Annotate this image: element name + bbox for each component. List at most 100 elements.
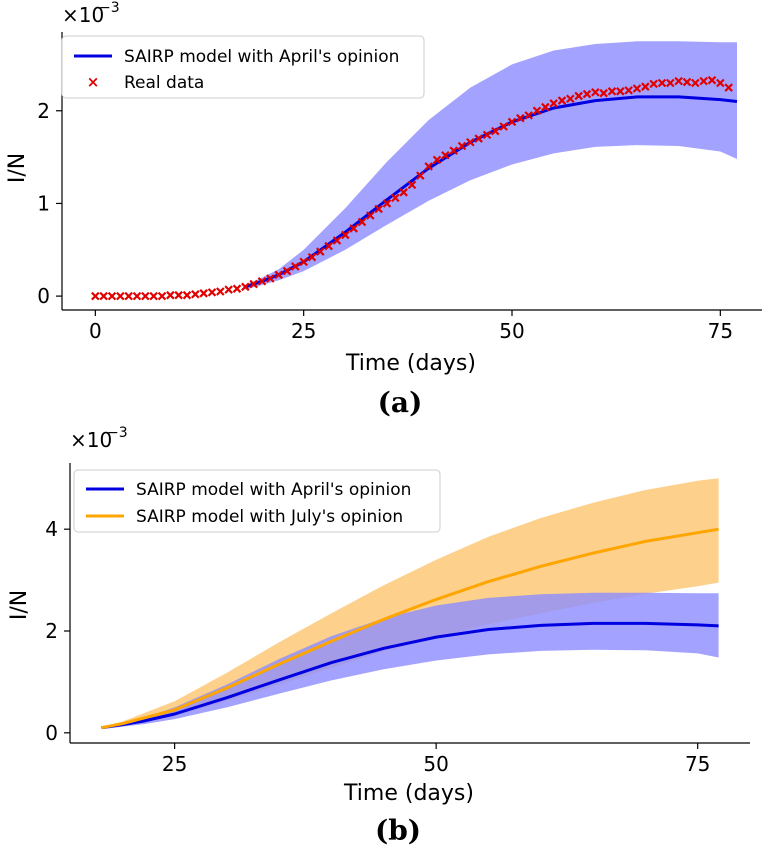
panel-a-data-point bbox=[132, 291, 142, 301]
panel-a-data-point bbox=[632, 84, 642, 93]
panel-a-data-point bbox=[382, 199, 392, 208]
panel-a-data-point bbox=[691, 78, 700, 88]
panel-a-data-point bbox=[607, 87, 617, 96]
panel-a: ×10 −3 0 25 50 75 0 1 2 Time (days) I/N (a) SA… bbox=[5, 0, 762, 419]
panel-a-y-axis-label: I/N bbox=[5, 153, 30, 183]
panel-b-y-multiplier-exponent: −3 bbox=[107, 425, 128, 441]
panel-a-data-point bbox=[282, 266, 292, 276]
panel-a-data-point bbox=[257, 276, 267, 286]
panel-a-data-point bbox=[482, 130, 492, 140]
panel-a-legend-marker-real: × bbox=[87, 73, 100, 91]
panel-a-data-point bbox=[591, 87, 600, 97]
panel-a-data-point bbox=[716, 78, 725, 88]
panel-a-data-point bbox=[399, 188, 408, 197]
panel-b-x-tick-label: 75 bbox=[685, 752, 710, 776]
panel-a-data-point bbox=[249, 279, 258, 289]
panel-a-data-point bbox=[474, 134, 483, 143]
panel-a-data-point bbox=[432, 155, 442, 165]
panel-b-x-axis-label: Time (days) bbox=[343, 781, 474, 806]
panel-b: ×10 −3 25 50 75 0 2 4 Time (days) I/N (b) SAI… bbox=[7, 425, 750, 847]
panel-a-data-point bbox=[641, 82, 650, 91]
panel-a-data-point bbox=[624, 86, 633, 95]
panel-a-data-point bbox=[216, 287, 225, 296]
panel-b-x-tick-label: 50 bbox=[423, 752, 448, 776]
panel-a-data-point bbox=[466, 137, 475, 147]
panel-a-data-point bbox=[549, 99, 558, 108]
panel-a-data-point bbox=[357, 217, 367, 227]
panel-a-data-point bbox=[491, 126, 500, 136]
panel-a-data-point bbox=[616, 87, 625, 96]
panel-a-legend-box bbox=[61, 35, 425, 99]
panel-a-data-point bbox=[516, 113, 525, 123]
panel-a-data-point bbox=[241, 282, 250, 292]
panel-b-legend-label-april: SAIRP model with April's opinion bbox=[136, 480, 411, 500]
panel-a-data-point bbox=[657, 78, 667, 88]
panel-a-data-point bbox=[207, 288, 217, 297]
panel-b-legend-label-july: SAIRP model with July's opinion bbox=[136, 507, 403, 527]
panel-a-y-multiplier: ×10 bbox=[62, 3, 104, 27]
panel-a-data-point bbox=[599, 88, 608, 98]
panel-a-data-point bbox=[316, 247, 325, 256]
panel-a-legend-label-april: SAIRP model with April's opinion bbox=[124, 47, 399, 67]
panel-a-x-tick-label: 0 bbox=[89, 319, 102, 343]
panel-a-data-point bbox=[232, 284, 242, 293]
panel-b-plot-area: 25 50 75 0 2 4 bbox=[45, 463, 750, 776]
panel-a-data-point bbox=[557, 96, 567, 105]
panel-a-y-tick-label: 1 bbox=[37, 191, 50, 215]
panel-a-data-point bbox=[332, 236, 342, 245]
panel-a-x-tick-label: 25 bbox=[291, 319, 316, 343]
panel-a-legend: SAIRP model with April's opinion × Real … bbox=[61, 35, 425, 99]
panel-a-data-point bbox=[524, 111, 533, 120]
panel-a-x-tick-label: 50 bbox=[499, 319, 524, 343]
panel-a-data-point bbox=[682, 77, 692, 87]
panel-a-x-axis-label: Time (days) bbox=[345, 351, 476, 376]
panel-b-band-0 bbox=[101, 478, 719, 729]
panel-b-y-axis-label: I/N bbox=[7, 590, 32, 620]
panel-a-data-point bbox=[566, 94, 575, 103]
panel-a-data-point bbox=[91, 291, 100, 301]
panel-b-x-tick-label: 25 bbox=[162, 752, 187, 776]
panel-b-legend-box bbox=[73, 469, 441, 533]
panel-a-data-point bbox=[124, 291, 133, 301]
panel-a-data-point bbox=[424, 162, 433, 171]
panel-a-data-point bbox=[182, 290, 192, 300]
panel-b-legend: SAIRP model with April's opinion SAIRP m… bbox=[73, 469, 441, 533]
panel-b-band-1 bbox=[101, 592, 719, 730]
panel-a-data-point bbox=[116, 291, 125, 301]
panel-a-y-multiplier-exponent: −3 bbox=[99, 0, 120, 16]
panel-a-data-point bbox=[449, 146, 458, 155]
panel-b-y-tick-label: 2 bbox=[45, 619, 58, 643]
panel-a-data-point bbox=[224, 285, 233, 294]
panel-a-data-point bbox=[266, 274, 275, 283]
panel-a-data-point bbox=[199, 289, 208, 298]
panel-a-data-point bbox=[191, 289, 200, 299]
panel-a-data-point bbox=[366, 211, 375, 220]
panel-a-data-point bbox=[341, 230, 350, 240]
panel-a-data-point bbox=[324, 241, 333, 251]
panel-a-y-tick-label: 0 bbox=[37, 284, 50, 308]
panel-a-data-point bbox=[274, 270, 283, 280]
panel-a-data-point bbox=[457, 141, 467, 151]
panel-b-y-multiplier: ×10 bbox=[70, 428, 112, 452]
panel-a-plot-area: 0 25 50 75 0 1 2 bbox=[37, 32, 762, 343]
panel-a-data-point bbox=[141, 291, 150, 301]
panel-a-data-point bbox=[374, 204, 383, 214]
panel-a-legend-label-real: Real data bbox=[124, 73, 204, 93]
panel-a-data-point bbox=[149, 291, 158, 301]
panel-a-y-tick-label: 2 bbox=[37, 99, 50, 123]
panel-a-data-point bbox=[291, 262, 300, 271]
panel-a-data-point bbox=[507, 117, 517, 127]
panel-a-data-point bbox=[391, 193, 400, 203]
panel-a-data-point bbox=[574, 91, 583, 101]
panel-a-data-point bbox=[416, 171, 425, 180]
panel-a-data-point bbox=[157, 291, 167, 301]
panel-a-data-point bbox=[307, 252, 317, 262]
panel-a-data-point bbox=[107, 291, 117, 301]
panel-a-data-point bbox=[299, 257, 308, 267]
panel-a-label: (a) bbox=[378, 386, 423, 419]
panel-b-label: (b) bbox=[375, 814, 421, 847]
panel-a-data-point bbox=[166, 290, 175, 300]
panel-a-band-0 bbox=[245, 41, 738, 290]
panel-a-data-point bbox=[674, 76, 683, 86]
